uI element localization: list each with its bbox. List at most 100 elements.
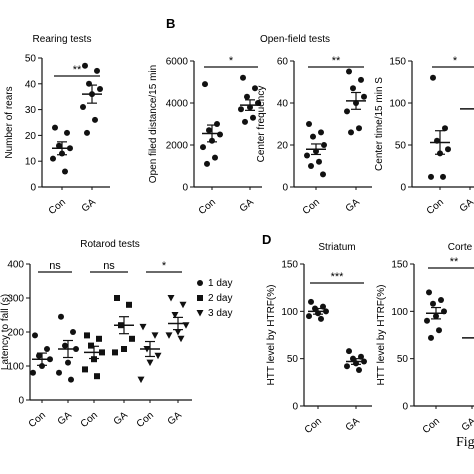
rotarod-1day-con-point [30,369,36,376]
y-tick-label: 300 [7,294,24,305]
significance-cortex-label: ** [450,256,459,268]
figure-caption: Fig [456,435,474,450]
rotarod-3day-con-point [151,332,159,339]
panel-letter-d: D [262,232,271,247]
distance-ga-point [252,85,258,92]
rotarod-3day-con-point [139,323,147,331]
center_time-con-point [430,74,436,81]
chart-title: Rotarod tests [80,239,139,250]
rotarod-3day-ga-point [174,329,182,336]
center_freq-ga-point [346,68,352,75]
rearing-ga-point [84,129,90,136]
x-tick-label: GA [344,416,362,434]
legend-marker-2day [197,295,203,301]
y-axis-label: Open filed distance/15 min [148,65,159,183]
rotarod-2day-con-point [84,332,90,339]
panel-letter-b: B [166,16,175,31]
center_time-con-point [440,173,446,180]
rotarod-1day-ga-point [65,359,71,366]
center_freq-ga-point [356,125,362,132]
center_freq-con-point [304,152,310,159]
x-tick-label: GA [112,410,130,428]
legend-marker-3day [196,310,204,317]
rearing-con-point [56,142,62,149]
x-tick-label: Con [197,197,218,217]
rotarod-1day-ga-point [68,376,74,383]
chart-center_freq [290,60,372,190]
rotarod-2day-ga-point [114,295,120,301]
rearing-con-point [64,129,70,136]
center_time-con-point [445,146,451,153]
rearing-con-point [50,155,56,162]
y-tick-label: 6000 [166,57,189,68]
center_freq-con-point [316,158,322,165]
striatum-con-point [318,315,324,322]
rotarod-2day-con-point [82,366,88,373]
significance-center_freq-label: ** [332,55,341,67]
distance-ga-point [238,106,244,113]
y-tick-label: 150 [281,260,298,271]
x-tick-label: Con [303,416,324,436]
striatum-con-point [308,298,314,305]
y-tick-label: 150 [389,57,406,68]
chart-title: Rearing tests [33,34,92,45]
y-axis-label: Number of rears [4,86,15,158]
legend-label: 1 day [208,278,232,289]
x-tick-label: Con [425,197,446,217]
center_freq-ga-point [348,129,354,136]
rotarod-2day-con-point [91,356,97,363]
y-tick-label: 100 [281,307,298,318]
striatum-ga-point [344,363,350,370]
y-tick-label: 100 [7,362,24,373]
center_freq-ga-point [350,85,356,92]
x-tick-label: GA [344,197,362,215]
x-tick-label: GA [166,410,184,428]
rearing-ga-point [80,104,86,111]
chart-title: Open-field tests [260,34,330,45]
y-tick-label: 4000 [166,99,189,110]
chart-distance [190,60,262,190]
center_freq-con-point [306,121,312,127]
x-tick-label: Con [301,197,322,217]
chart-rotarod [26,263,192,403]
y-tick-label: 0 [18,396,24,407]
y-axis-label: Center frequency [256,86,267,163]
center_freq-ga-point [361,93,367,100]
y-axis-label: HTT level by HTRF(%) [376,285,387,386]
y-tick-label: 20 [277,141,289,152]
y-tick-label: 2000 [166,141,189,152]
distance-con-point [204,160,210,167]
y-tick-label: 100 [391,307,408,318]
center_freq-ga-point [358,76,364,83]
distance-ga-point [242,118,248,125]
rearing-ga-point [86,80,92,87]
chart-layer: 0 10 20 30 40 50 Con GA Number of rears Rearing t… [0,34,474,436]
rearing-ga-point [92,116,98,123]
rotarod-2day-ga-point [112,349,118,356]
x-tick-label: GA [56,410,74,428]
y-tick-label: 0 [282,183,288,194]
x-tick-label: GA [80,197,98,215]
y-tick-label: 20 [25,131,37,142]
chart-cortex [410,263,474,409]
cortex-con-point [426,289,432,296]
striatum-con-point [306,313,312,320]
rearing-ga-point [97,85,103,92]
legend-label: 3 day [208,308,232,319]
y-tick-label: 50 [287,354,299,365]
rotarod-3day-ga-point [167,295,175,302]
significance-rotarod-2-label: * [162,260,167,272]
significance-distance-label: * [229,55,234,67]
center_time-con-point [428,173,434,180]
legend-marker-1day [197,280,203,286]
rotarod-2day-con-point [96,335,102,342]
x-tick-label: GA [458,197,474,215]
y-tick-label: 60 [277,57,289,68]
y-axis-label: Latency to fall (s) [0,294,11,370]
rotarod-3day-ga-point [177,335,185,343]
cortex-con-point [436,327,442,334]
y-tick-label: 10 [25,157,37,168]
striatum-ga-point [346,348,352,355]
distance-con-point [200,144,206,151]
